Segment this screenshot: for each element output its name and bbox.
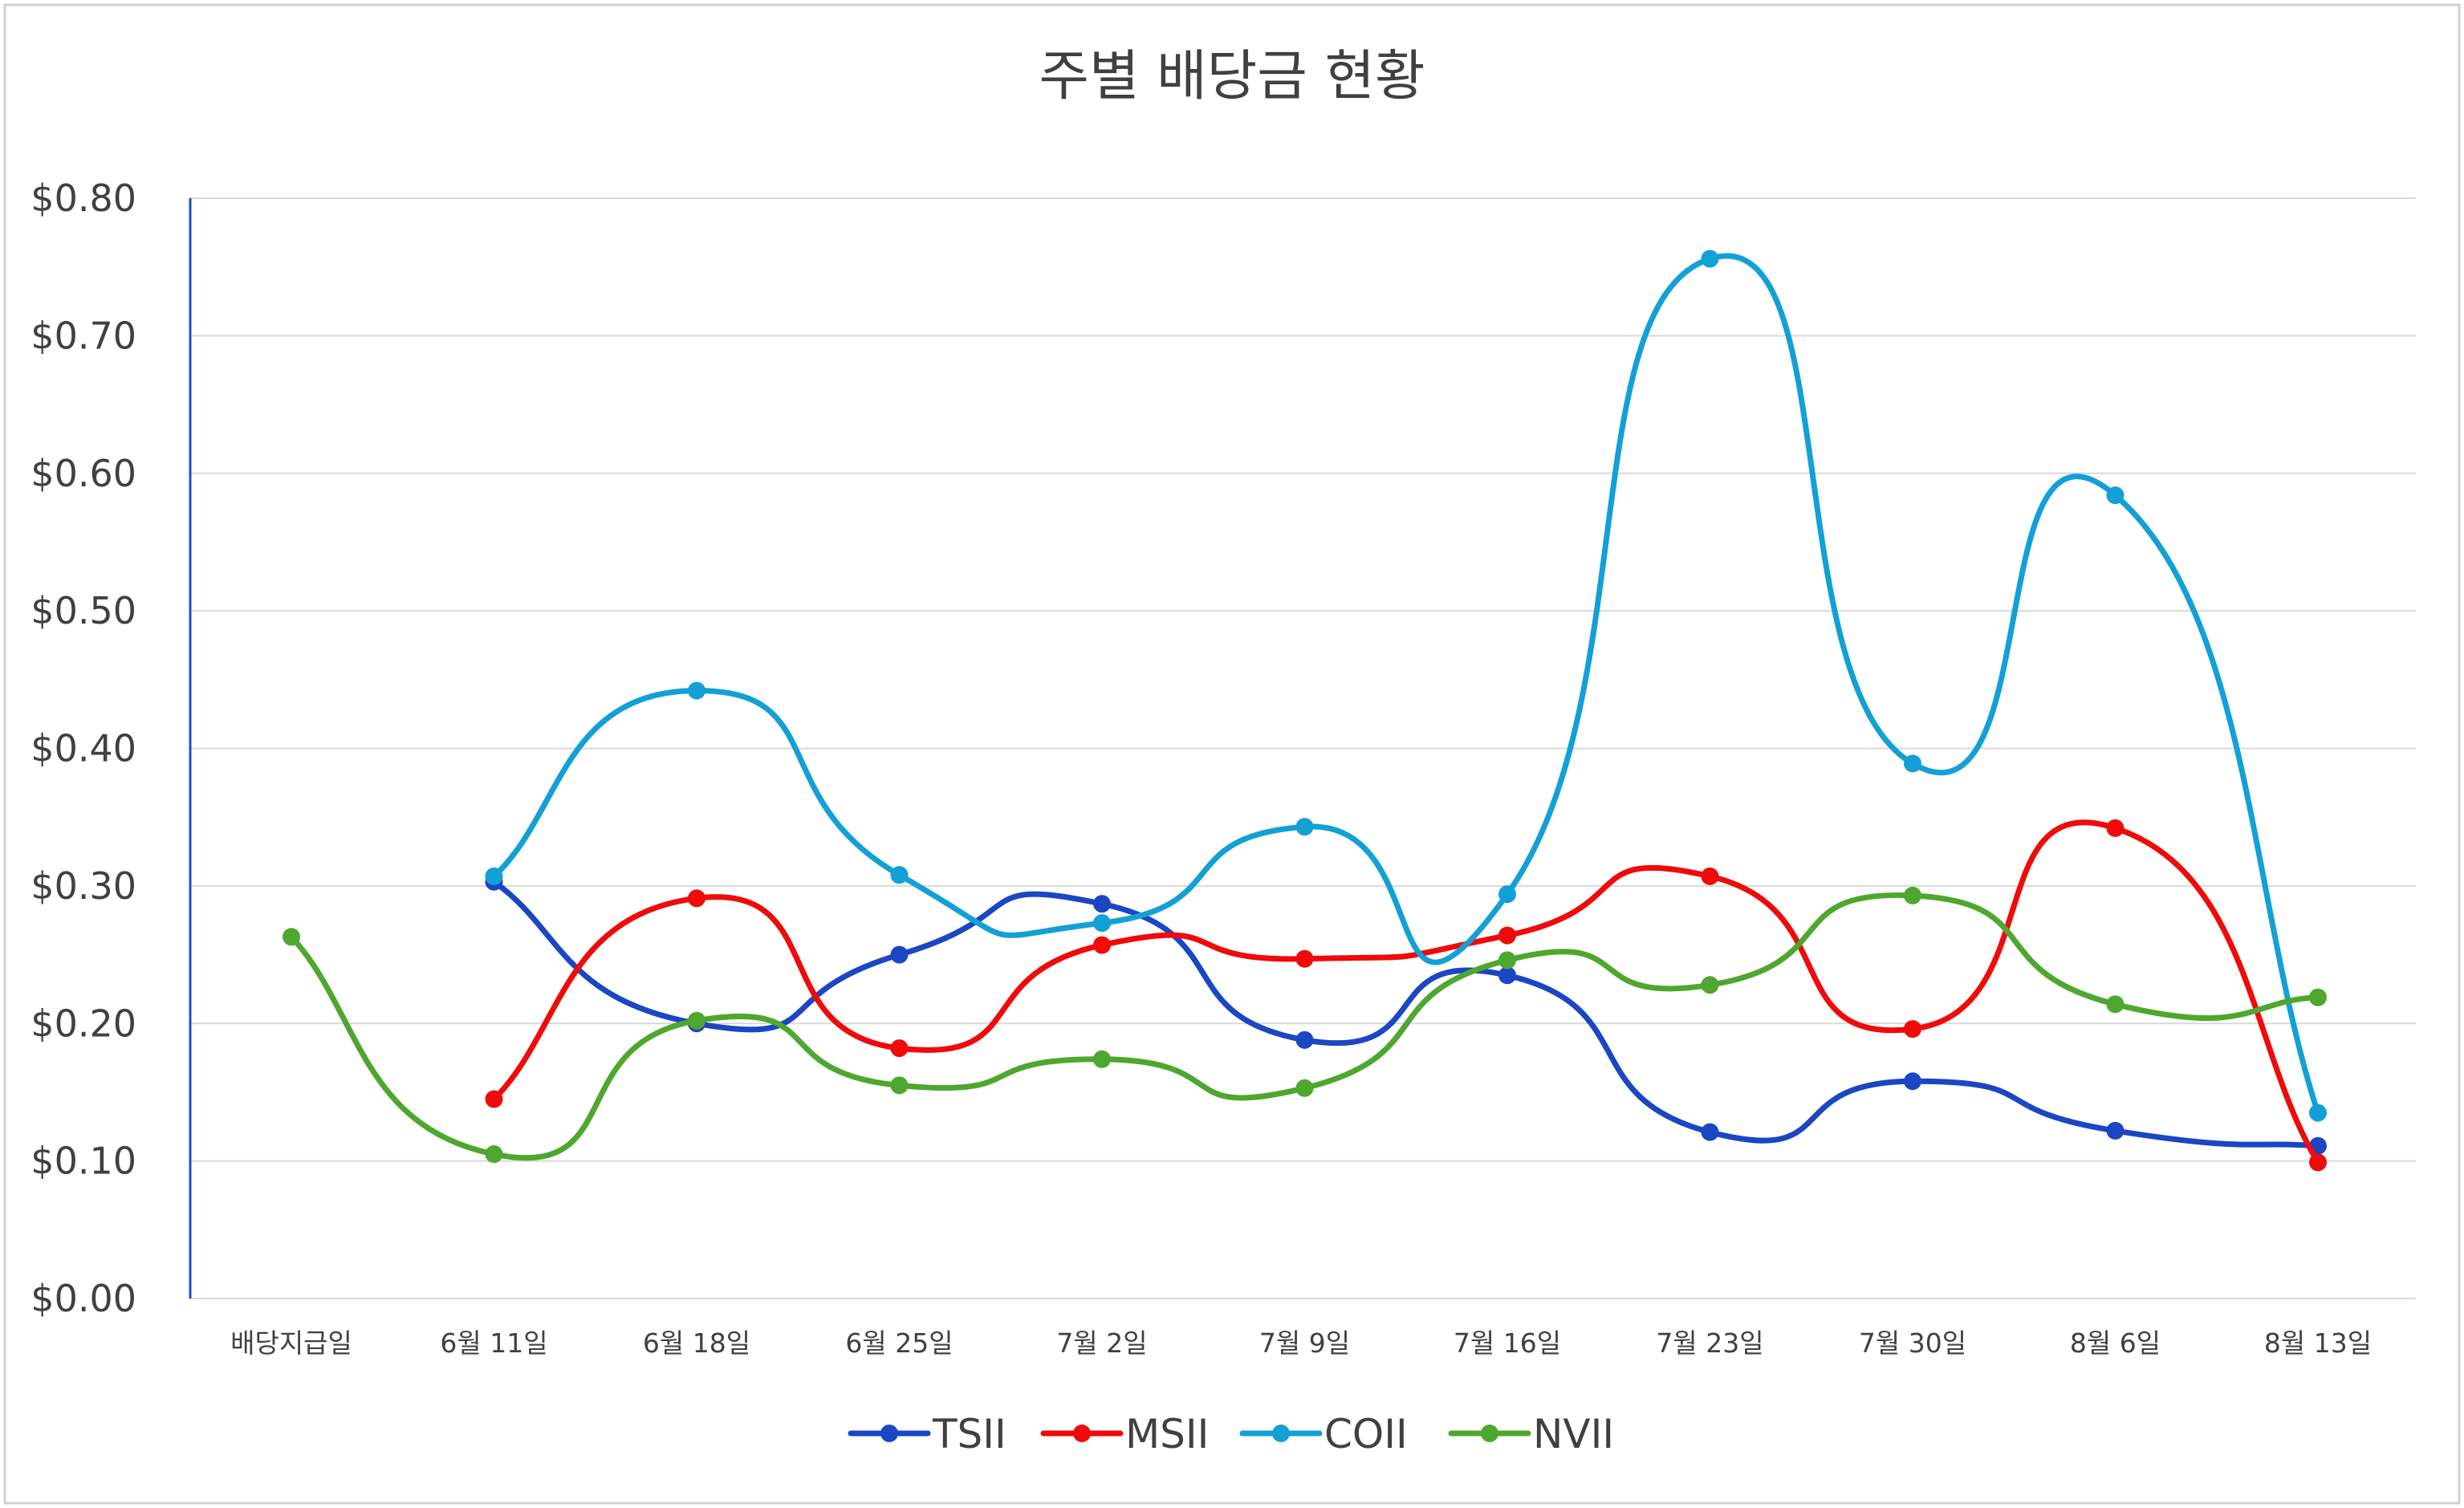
data-point[interactable] [485, 1145, 503, 1164]
data-point[interactable] [485, 867, 503, 885]
y-tick-label: $0.20 [30, 1002, 136, 1045]
y-axis-tick-labels: $0.00 $0.10 $0.20 $0.30 $0.40 $0.50 $0.60 $0.70… [30, 177, 136, 1320]
series-msii [485, 819, 2327, 1172]
data-point[interactable] [890, 1076, 909, 1095]
data-point[interactable] [1093, 914, 1111, 933]
y-tick-label: $0.60 [30, 452, 136, 495]
x-tick-label: 7월 9일 [1259, 1327, 1350, 1359]
data-point[interactable] [688, 889, 705, 908]
data-point[interactable] [1295, 1079, 1314, 1097]
x-tick-label: 6월 25일 [845, 1327, 953, 1359]
data-point[interactable] [1498, 966, 1516, 985]
data-point[interactable] [1701, 1123, 1719, 1141]
x-tick-label: 7월 16일 [1454, 1327, 1561, 1359]
data-point[interactable] [890, 945, 909, 964]
data-point[interactable] [1701, 250, 1719, 268]
x-tick-label: 6월 18일 [643, 1327, 750, 1359]
legend-label: NVII [1533, 1411, 1614, 1457]
series-line-msii [491, 819, 2321, 1165]
data-point[interactable] [1093, 895, 1111, 913]
legend-label: COII [1324, 1411, 1408, 1457]
legend-swatch-marker [1073, 1425, 1091, 1442]
y-tick-label: $0.40 [30, 727, 136, 770]
series-line-coii [491, 253, 2321, 1116]
legend-label: MSII [1125, 1411, 1209, 1457]
legend-label: TSII [932, 1411, 1006, 1457]
data-point[interactable] [283, 928, 300, 946]
data-point[interactable] [2309, 988, 2327, 1006]
x-axis-tick-labels: 배당지급일 6월 11일 6월 18일 6월 25일 7월 2일 7월 9일 7월 16일 7… [230, 1327, 2372, 1359]
data-point[interactable] [2309, 1153, 2327, 1172]
data-point[interactable] [1498, 926, 1516, 945]
legend-item-nvii[interactable]: NVII [1448, 1411, 1614, 1457]
data-point[interactable] [1295, 949, 1314, 968]
legend-swatch-marker [1272, 1425, 1290, 1442]
series-coii [485, 250, 2327, 1122]
data-point[interactable] [1093, 1050, 1111, 1068]
y-tick-label: $0.80 [30, 177, 136, 220]
series-line-tsii [491, 879, 2321, 1149]
data-point[interactable] [1904, 754, 1921, 773]
data-point[interactable] [688, 1011, 705, 1030]
series-nvii [283, 886, 2327, 1164]
legend[interactable]: TSII MSII COII NVII [848, 1411, 1614, 1457]
data-point[interactable] [1498, 951, 1516, 969]
x-tick-label: 7월 2일 [1056, 1327, 1147, 1359]
data-point[interactable] [2106, 819, 2124, 837]
legend-swatch-marker [1481, 1425, 1498, 1442]
y-tick-label: $0.50 [30, 589, 136, 632]
data-point[interactable] [1498, 885, 1516, 904]
data-point[interactable] [688, 681, 705, 700]
data-point[interactable] [2309, 1104, 2327, 1122]
data-point[interactable] [1701, 867, 1719, 885]
x-tick-label: 8월 13일 [2264, 1327, 2372, 1359]
data-point[interactable] [1904, 1020, 1921, 1039]
y-tick-label: $0.30 [30, 864, 136, 908]
data-point[interactable] [2106, 486, 2124, 505]
data-point[interactable] [890, 866, 909, 884]
legend-item-coii[interactable]: COII [1239, 1411, 1408, 1457]
legend-swatch-marker [880, 1425, 898, 1442]
data-point[interactable] [2106, 995, 2124, 1014]
data-point[interactable] [1701, 976, 1719, 994]
series-line-nvii [288, 892, 2321, 1161]
data-point[interactable] [890, 1039, 909, 1058]
chart-frame [3, 3, 2461, 1505]
x-tick-label: 6월 11일 [440, 1327, 547, 1359]
x-tick-label: 8월 6일 [2070, 1327, 2161, 1359]
data-point[interactable] [1904, 886, 1921, 904]
gridlines [190, 197, 2416, 1299]
x-tick-label: 7월 30일 [1859, 1327, 1966, 1359]
series-lines [283, 250, 2327, 1172]
data-point[interactable] [485, 1090, 503, 1108]
x-tick-label: 배당지급일 [230, 1327, 352, 1359]
chart-title: 주별 배당금 현황 [1039, 45, 1425, 108]
data-point[interactable] [1093, 936, 1111, 954]
data-point[interactable] [1904, 1072, 1921, 1091]
y-tick-label: $0.70 [30, 314, 136, 357]
data-point[interactable] [1295, 818, 1314, 836]
legend-item-tsii[interactable]: TSII [848, 1411, 1006, 1457]
data-point[interactable] [2106, 1121, 2124, 1140]
x-tick-label: 7월 23일 [1656, 1327, 1763, 1359]
data-point[interactable] [1295, 1030, 1314, 1049]
y-tick-label: $0.10 [30, 1140, 136, 1183]
y-tick-label: $0.00 [30, 1277, 136, 1320]
legend-item-msii[interactable]: MSII [1040, 1411, 1209, 1457]
